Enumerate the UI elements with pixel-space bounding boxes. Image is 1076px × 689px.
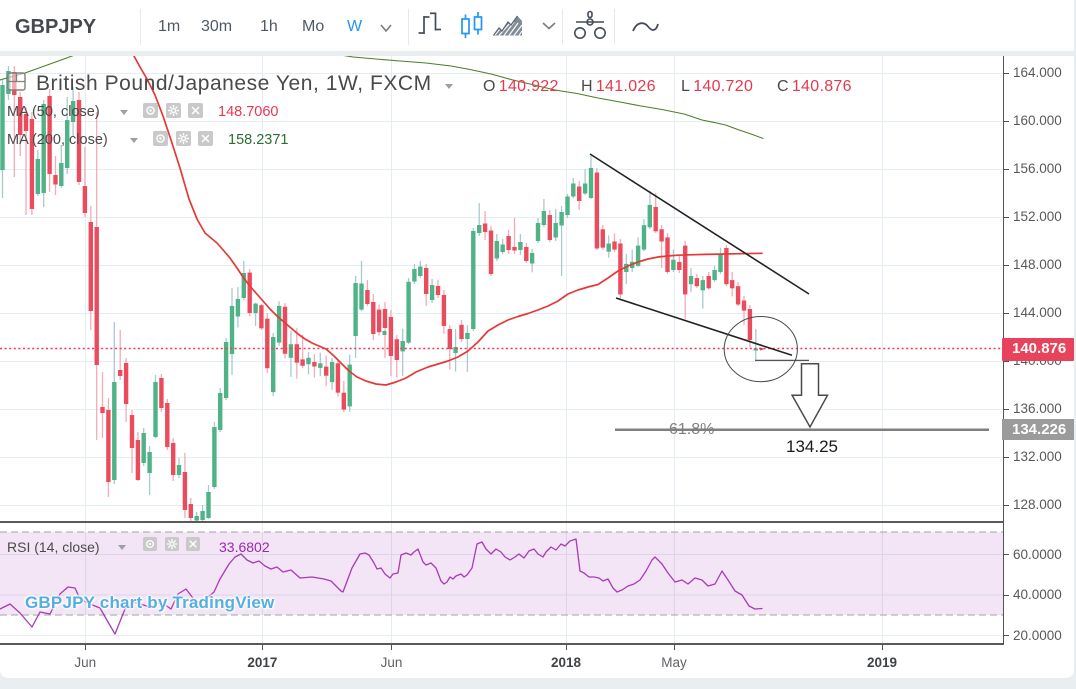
svg-text:134.25: 134.25 <box>786 437 838 456</box>
svg-text:61.8%: 61.8% <box>669 421 714 438</box>
